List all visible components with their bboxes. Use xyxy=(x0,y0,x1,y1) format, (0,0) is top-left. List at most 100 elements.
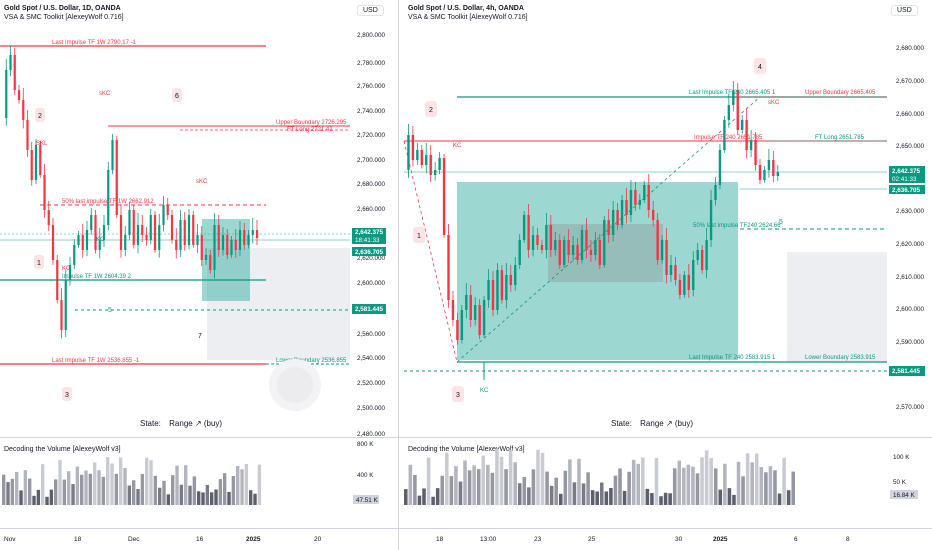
left-candle xyxy=(22,100,25,120)
left-volume-bar xyxy=(127,485,132,505)
left-countdown: 18:41:33 xyxy=(355,237,380,244)
right-price-tick: 2,650.000 xyxy=(896,143,925,150)
left-volume-bar xyxy=(166,494,171,505)
left-time-tick-5: 2025 xyxy=(246,536,261,543)
left-volume-bar xyxy=(19,490,23,505)
left-price-axis[interactable]: 2,800.000 2,780.000 2,760.000 2,740.000 2,72… xyxy=(352,32,386,438)
right-indicator-title[interactable]: VSA & SMC Toolkit [AlexeyWolf 0.716] xyxy=(408,14,528,21)
left-volume-bar xyxy=(136,488,140,505)
left-wave-markers: 2 6 1 3 7 sKC sKC KC KC SKL xyxy=(34,88,208,401)
right-volume-bar xyxy=(773,470,777,505)
right-volume-bar xyxy=(554,477,558,505)
left-candle xyxy=(56,260,59,300)
right-volume-bar xyxy=(504,469,508,505)
left-state-label: State: xyxy=(140,419,161,428)
left-volume-bar xyxy=(88,473,93,505)
right-volume-bar xyxy=(472,465,476,505)
left-symbol-title[interactable]: Gold Spot / U.S. Dollar, 1D, OANDA xyxy=(4,5,121,12)
left-volume-bar xyxy=(62,479,67,505)
left-volume-bar xyxy=(97,470,101,505)
left-volume-value: 47.51 K xyxy=(356,497,379,504)
left-candle xyxy=(175,240,178,250)
right-currency-button[interactable]: USD xyxy=(891,5,918,16)
left-volume-bar xyxy=(192,476,197,505)
left-volume-bar xyxy=(184,465,188,505)
right-volume-pane[interactable]: Decoding the Volume [AlexeyWolf v3] 100 … xyxy=(404,446,918,505)
left-indicator-title[interactable]: VSA & SMC Toolkit [AlexeyWolf 0.716] xyxy=(4,14,124,21)
right-volume-bar xyxy=(777,493,782,505)
left-volume-bar xyxy=(106,457,110,505)
panel-divider[interactable] xyxy=(398,0,399,550)
right-wave-markers: 2 1 3 4 KC KC sKC xyxy=(413,58,780,402)
left-volume-bar xyxy=(114,473,119,505)
right-volume-bar xyxy=(458,481,463,505)
right-impulse-diagonal xyxy=(456,96,761,363)
right-last-price: 2,642.375 xyxy=(892,168,921,175)
right-candle xyxy=(696,250,699,260)
left-kc-5: SKL xyxy=(36,141,48,147)
right-candle xyxy=(643,185,646,200)
left-currency-button[interactable]: USD xyxy=(357,5,384,16)
right-candles[interactable] xyxy=(407,81,779,345)
left-volume-bar xyxy=(179,484,184,505)
right-price-axis[interactable]: 2,680.000 2,670.000 2,660.000 2,650.000 2,63… xyxy=(889,45,925,411)
left-candles[interactable] xyxy=(5,46,259,339)
left-candle xyxy=(238,230,242,250)
left-volume-bar xyxy=(218,479,223,505)
left-volume-bar xyxy=(188,485,192,505)
right-volume-bar xyxy=(422,488,426,505)
right-volume-bar xyxy=(600,482,604,505)
left-volume-pane[interactable]: Decoding the Volume [AlexeyWolf v3] 800 … xyxy=(2,441,379,505)
left-volume-bar xyxy=(175,465,179,505)
right-candle xyxy=(647,185,650,210)
left-candle xyxy=(145,235,148,240)
left-candle xyxy=(13,55,16,90)
pane-divider[interactable] xyxy=(0,437,932,438)
left-candle xyxy=(187,215,191,245)
right-volume-bar xyxy=(668,493,672,505)
right-volume-title[interactable]: Decoding the Volume [AlexeyWolf v3] xyxy=(408,446,525,453)
right-time-tick-6: 2025 xyxy=(713,536,728,543)
right-marker-4-bg xyxy=(754,58,766,74)
left-volume-bar xyxy=(244,463,249,505)
right-volume-bar xyxy=(672,468,677,505)
right-candle xyxy=(678,280,682,295)
right-kc-1: KC xyxy=(453,143,462,149)
right-candle xyxy=(741,120,744,130)
left-volume-bar xyxy=(54,479,58,505)
right-candle xyxy=(580,230,584,260)
right-volume-bars xyxy=(404,449,795,505)
right-volume-bar xyxy=(764,472,768,505)
left-volume-title[interactable]: Decoding the Volume [AlexeyWolf v3] xyxy=(4,446,121,453)
right-volume-bar xyxy=(700,457,704,505)
left-price-tick: 2,560.000 xyxy=(357,331,386,338)
right-price-pane[interactable]: Last Impulse TF 240 2665.405 1 Upper Bou… xyxy=(403,58,887,402)
left-time-axis[interactable]: Nov 18 Dec 16 2025 20 xyxy=(4,536,322,543)
left-time-tick-1: Nov xyxy=(4,536,16,543)
left-candle xyxy=(98,240,101,250)
right-volume-bar xyxy=(540,452,545,505)
left-price-pane[interactable]: Last Impulse TF 1W 2790.17 -1 Upper Boun… xyxy=(0,40,350,411)
right-volume-bar xyxy=(609,487,613,505)
left-candle xyxy=(217,225,220,250)
left-volume-bar xyxy=(101,476,106,505)
right-volume-bar xyxy=(645,488,650,505)
right-volume-bar xyxy=(595,491,599,505)
left-candle xyxy=(60,300,63,330)
right-volume-bar xyxy=(709,458,713,505)
left-candle xyxy=(226,235,229,255)
right-volume-bar xyxy=(741,476,745,505)
right-candle xyxy=(456,320,459,340)
right-candle xyxy=(598,240,601,265)
right-candle xyxy=(736,90,739,130)
right-volume-bar xyxy=(449,476,454,505)
left-volume-bar xyxy=(41,464,45,505)
right-symbol-title[interactable]: Gold Spot / U.S. Dollar, 4h, OANDA xyxy=(408,5,524,12)
right-time-axis[interactable]: 18 13:00 23 25 30 2025 6 8 xyxy=(436,536,850,543)
right-volume-bar xyxy=(531,469,536,505)
left-volume-bar xyxy=(257,464,262,505)
left-time-tick-4: 16 xyxy=(196,536,204,543)
right-drop-diagonal xyxy=(403,140,458,363)
